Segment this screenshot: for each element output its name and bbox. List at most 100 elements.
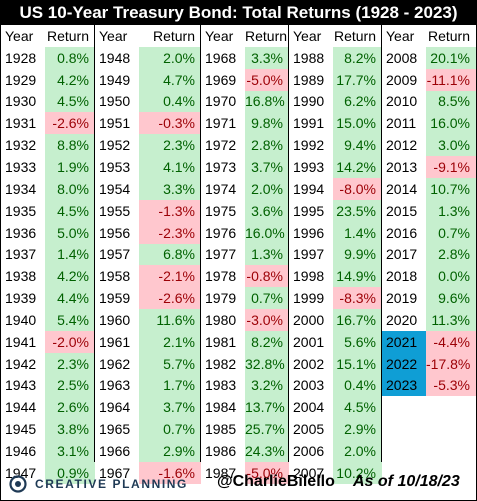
year-label: 1945	[5, 421, 37, 437]
year-label: 1953	[99, 159, 131, 175]
year-label: 1977	[205, 246, 237, 262]
year-label: 1940	[5, 312, 37, 328]
return-value: 8.8%	[45, 134, 95, 156]
return-value: -3.0%	[245, 309, 289, 331]
return-value: -8.3%	[333, 287, 382, 309]
year-label: 1967	[99, 465, 131, 481]
year-label: 1939	[5, 290, 37, 306]
return-value: 8.0%	[45, 178, 95, 200]
return-value: -5.0%	[245, 69, 289, 91]
year-label: 1990	[293, 93, 325, 109]
year-label: 1930	[5, 93, 37, 109]
year-label: 1988	[293, 50, 325, 66]
year-label: 1989	[293, 72, 325, 88]
return-value: 8.5%	[426, 91, 476, 112]
year-label: 2009	[386, 72, 418, 88]
year-label: 1951	[99, 115, 131, 131]
year-label: 1949	[99, 72, 131, 88]
return-value: -17.8%	[426, 353, 476, 375]
logo-text: CREATIVE PLANNING	[35, 477, 188, 491]
return-value: -2.1%	[139, 265, 201, 287]
return-value: 5.0%	[45, 222, 95, 244]
year-label: 2007	[293, 465, 325, 481]
year-label: 2003	[293, 377, 325, 393]
year-label: 2022	[382, 353, 426, 375]
return-value: 2.0%	[139, 47, 201, 69]
year-label: 1982	[205, 356, 237, 372]
year-label: 1937	[5, 246, 37, 262]
year-label: 2016	[386, 225, 418, 241]
return-value: 9.9%	[333, 244, 382, 265]
year-label: 1931	[5, 115, 37, 131]
year-label: 1950	[99, 93, 131, 109]
return-value: -0.3%	[139, 112, 201, 134]
year-label: 2000	[293, 312, 325, 328]
return-value: 0.4%	[333, 375, 382, 396]
year-label: 1984	[205, 399, 237, 415]
return-value: 2.8%	[245, 134, 289, 156]
year-label: 1952	[99, 137, 131, 153]
year-label: 1963	[99, 377, 131, 393]
column-header-return: Return	[245, 28, 288, 44]
column-divider	[94, 25, 95, 462]
return-value: 10.2%	[333, 462, 382, 484]
year-label: 1995	[293, 203, 325, 219]
year-label: 1941	[5, 334, 37, 350]
year-label: 2005	[293, 421, 325, 437]
year-label: 1979	[205, 290, 237, 306]
return-value: 24.3%	[245, 440, 289, 462]
year-label: 1999	[293, 290, 325, 306]
return-value: 1.7%	[139, 375, 201, 396]
year-label: 2001	[293, 334, 325, 350]
year-label: 2013	[386, 159, 418, 175]
return-value: -2.6%	[139, 287, 201, 309]
year-label: 1947	[5, 465, 37, 481]
return-value: 2.9%	[139, 440, 201, 462]
year-label: 2019	[386, 290, 418, 306]
year-label: 1935	[5, 203, 37, 219]
column-header-year: Year	[293, 28, 322, 44]
year-label: 1997	[293, 246, 325, 262]
chart-title: US 10-Year Treasury Bond: Total Returns …	[1, 1, 476, 25]
year-label: 1932	[5, 137, 37, 153]
return-value: 3.1%	[45, 440, 95, 462]
return-value: 11.3%	[426, 309, 476, 331]
return-value: 6.2%	[333, 91, 382, 112]
return-value: -11.1%	[426, 69, 476, 91]
year-label: 1981	[205, 334, 237, 350]
year-label: 1957	[99, 246, 131, 262]
return-value: 0.8%	[45, 47, 95, 69]
return-value: 6.8%	[139, 244, 201, 265]
year-label: 1992	[293, 137, 325, 153]
return-value: 3.7%	[139, 396, 201, 418]
return-value: 2.3%	[139, 134, 201, 156]
column-header-return: Return	[46, 28, 89, 44]
column-header-year: Year	[99, 28, 128, 44]
return-value: 2.1%	[139, 331, 201, 353]
year-label: 1958	[99, 268, 131, 284]
year-label: 1943	[5, 377, 37, 393]
column-header-return: Return	[333, 28, 376, 44]
year-label: 1954	[99, 181, 131, 197]
return-value: 3.2%	[245, 375, 289, 396]
return-value: 4.4%	[45, 287, 95, 309]
return-value: 4.5%	[45, 200, 95, 222]
year-label: 1971	[205, 115, 237, 131]
return-value: 0.7%	[245, 287, 289, 309]
year-label: 1978	[205, 268, 237, 284]
year-label: 1936	[5, 225, 37, 241]
column-header-year: Year	[205, 28, 234, 44]
year-label: 1968	[205, 50, 237, 66]
year-label: 2020	[386, 312, 418, 328]
year-label: 1991	[293, 115, 325, 131]
year-label: 1976	[205, 225, 237, 241]
return-value: 8.2%	[245, 331, 289, 353]
year-label: 1964	[99, 399, 131, 415]
return-value: -5.0%	[245, 462, 289, 484]
return-value: 17.7%	[333, 69, 382, 91]
year-label: 2017	[386, 246, 418, 262]
year-label: 1987	[205, 465, 237, 481]
return-value: 4.7%	[139, 69, 201, 91]
year-label: 2012	[386, 137, 418, 153]
return-value: 14.9%	[333, 265, 382, 287]
